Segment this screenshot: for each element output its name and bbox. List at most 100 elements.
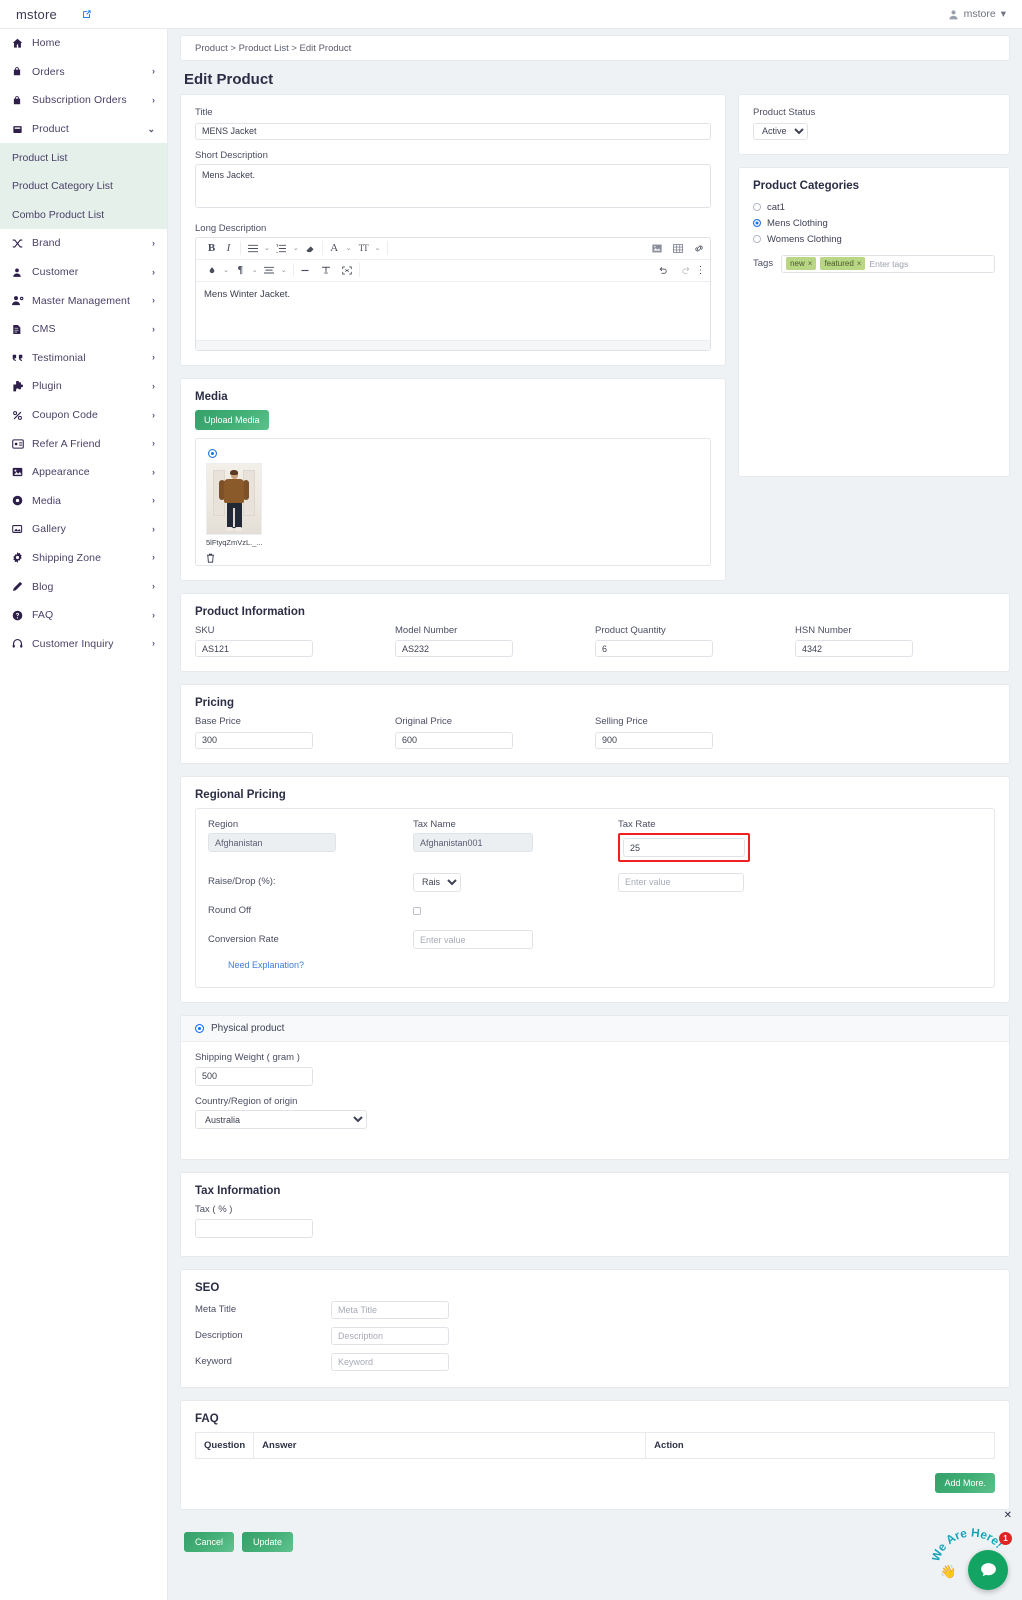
physical-product-header[interactable]: Physical product — [181, 1016, 1009, 1042]
close-icon[interactable]: ✕ — [1003, 1510, 1012, 1521]
raise-drop-select[interactable]: Raise — [413, 872, 461, 892]
sidebar-item-blog[interactable]: Blog › — [0, 572, 167, 601]
sidebar-item-subscription-orders[interactable]: Subscription Orders › — [0, 86, 167, 115]
add-more-button[interactable]: Add More. — [935, 1472, 995, 1493]
sidebar[interactable]: Home Orders › Subscription Orders › Prod… — [0, 29, 168, 1600]
radio-icon-selected[interactable] — [195, 1024, 204, 1033]
base-price-input[interactable] — [195, 731, 313, 749]
country-of-origin-select[interactable]: Australia — [195, 1110, 367, 1129]
product-status-select[interactable]: Active — [753, 122, 808, 140]
chevron-down-icon[interactable]: ⌄ — [223, 267, 229, 274]
redo-icon[interactable] — [680, 263, 691, 277]
insert-image-icon[interactable] — [651, 241, 662, 255]
sidebar-item-coupon-code[interactable]: Coupon Code › — [0, 401, 167, 430]
product-quantity-input[interactable] — [595, 640, 713, 657]
align-icon[interactable] — [264, 263, 275, 277]
external-link-icon[interactable] — [81, 9, 92, 20]
user-menu[interactable]: mstore ▾ — [948, 8, 1022, 20]
media-select-radio[interactable] — [208, 448, 217, 458]
chevron-down-icon[interactable]: ⌄ — [345, 245, 352, 252]
sidebar-item-orders[interactable]: Orders › — [0, 58, 167, 87]
need-explanation-link[interactable]: Need Explanation? — [228, 960, 305, 970]
cancel-button[interactable]: Cancel — [184, 1531, 235, 1552]
tag-remove-icon[interactable]: × — [807, 259, 813, 268]
category-option-mens-clothing[interactable]: Mens Clothing — [753, 218, 995, 229]
radio-icon[interactable] — [753, 203, 761, 211]
chat-widget[interactable]: ✕ We Are Here! 👋 1 — [932, 1510, 1014, 1596]
font-size-icon[interactable]: TT — [358, 243, 369, 253]
sidebar-item-customer-inquiry[interactable]: Customer Inquiry › — [0, 629, 167, 658]
trash-icon[interactable] — [206, 550, 216, 568]
conversion-rate-input[interactable] — [413, 930, 533, 949]
upload-media-button[interactable]: Upload Media — [195, 409, 269, 430]
raise-drop-amount-input[interactable] — [618, 872, 744, 892]
sidebar-item-media[interactable]: Media › — [0, 487, 167, 516]
media-thumbnail[interactable] — [206, 462, 262, 535]
keyword-input[interactable] — [331, 1352, 449, 1371]
sidebar-item-product-category-list[interactable]: Product Category List — [0, 172, 167, 201]
chevron-down-icon[interactable]: ⌄ — [280, 267, 287, 274]
sidebar-item-combo-product-list[interactable]: Combo Product List — [0, 201, 167, 230]
meta-title-input[interactable] — [331, 1300, 449, 1319]
chevron-down-icon[interactable]: ⌄ — [264, 245, 270, 252]
chevron-down-icon[interactable]: ⌄ — [374, 245, 381, 252]
horizontal-rule-icon[interactable] — [300, 263, 311, 277]
media-dropzone[interactable]: 5lFtyqZmVzL._... — [195, 437, 711, 568]
editor-content[interactable]: Mens Winter Jacket. — [204, 288, 291, 300]
sku-input[interactable] — [195, 640, 313, 657]
sidebar-item-customer[interactable]: Customer › — [0, 258, 167, 287]
category-option-cat1[interactable]: cat1 — [753, 202, 995, 213]
sidebar-item-testimonial[interactable]: Testimonial › — [0, 344, 167, 373]
tax-percent-input[interactable] — [195, 1218, 313, 1238]
sidebar-item-faq[interactable]: FAQ › — [0, 601, 167, 630]
radio-icon-selected[interactable] — [753, 219, 761, 227]
sidebar-item-appearance[interactable]: Appearance › — [0, 458, 167, 487]
original-price-input[interactable] — [395, 731, 513, 749]
tag-remove-icon[interactable]: × — [856, 259, 862, 268]
insert-table-icon[interactable] — [672, 241, 683, 255]
round-off-checkbox[interactable] — [413, 906, 421, 915]
radio-icon[interactable] — [753, 235, 761, 243]
tag-chip[interactable]: featured × — [820, 257, 866, 270]
unordered-list-icon[interactable] — [247, 241, 258, 255]
short-description-textarea[interactable]: Mens Jacket. — [195, 163, 711, 208]
sidebar-item-refer-a-friend[interactable]: Refer A Friend › — [0, 429, 167, 458]
more-vertical-icon[interactable]: ⋮ — [695, 264, 706, 276]
chevron-down-icon[interactable]: ⌄ — [251, 267, 258, 274]
category-option-womens-clothing[interactable]: Womens Clothing — [753, 234, 995, 245]
sidebar-item-home[interactable]: Home — [0, 29, 167, 58]
sidebar-item-product[interactable]: Product ⌄ — [0, 115, 167, 144]
sidebar-item-plugin[interactable]: Plugin › — [0, 372, 167, 401]
sidebar-item-product-list[interactable]: Product List — [0, 143, 167, 172]
description-input[interactable] — [331, 1326, 449, 1345]
title-input[interactable] — [195, 122, 711, 140]
chevron-down-icon[interactable]: ⌄ — [292, 245, 299, 252]
update-button[interactable]: Update — [242, 1531, 294, 1552]
shipping-weight-input[interactable] — [195, 1066, 313, 1086]
sidebar-item-gallery[interactable]: Gallery › — [0, 515, 167, 544]
bold-icon[interactable]: B — [207, 242, 216, 254]
tag-chip[interactable]: new × — [786, 257, 817, 270]
insert-link-icon[interactable] — [693, 241, 704, 255]
eraser-icon[interactable] — [305, 241, 316, 255]
chat-bubble-icon[interactable] — [968, 1550, 1008, 1590]
clear-format-icon[interactable] — [321, 263, 332, 277]
model-number-input[interactable] — [395, 640, 513, 657]
rich-text-editor[interactable]: B I ⌄ ⌄ — [195, 236, 711, 351]
selling-price-input[interactable] — [595, 731, 713, 749]
italic-icon[interactable]: I — [226, 242, 231, 254]
sidebar-item-brand[interactable]: Brand › — [0, 229, 167, 258]
tags-placeholder[interactable]: Enter tags — [869, 258, 909, 269]
undo-icon[interactable] — [657, 263, 668, 277]
sidebar-item-cms[interactable]: CMS › — [0, 315, 167, 344]
font-family-icon[interactable]: A — [330, 242, 339, 254]
sidebar-item-shipping-zone[interactable]: Shipping Zone › — [0, 544, 167, 573]
ordered-list-icon[interactable] — [276, 241, 287, 255]
paragraph-icon[interactable]: ¶ — [237, 264, 244, 276]
text-color-icon[interactable] — [206, 263, 217, 277]
hsn-number-input[interactable] — [795, 640, 913, 657]
media-item[interactable]: 5lFtyqZmVzL._... — [206, 448, 263, 568]
fullscreen-icon[interactable] — [342, 263, 353, 277]
sidebar-item-master-management[interactable]: Master Management › — [0, 286, 167, 315]
tax-rate-input[interactable] — [623, 838, 745, 857]
